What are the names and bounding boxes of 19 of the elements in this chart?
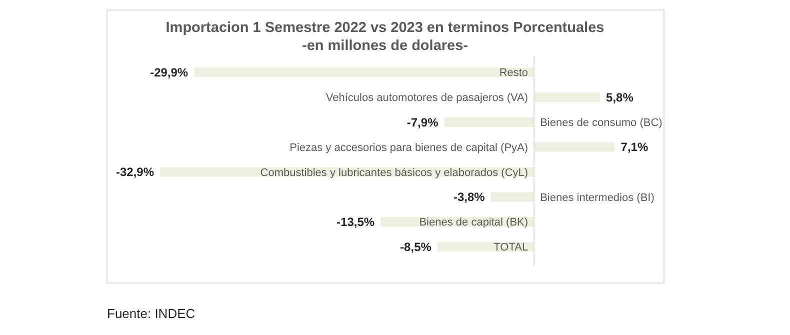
data-label: -3,8% [454, 190, 486, 204]
y-tick-label: Piezas y accesorios para bienes de capital (PyA) [290, 142, 528, 154]
data-label: -13,5% [336, 215, 375, 230]
chart-title: Importacion 1 Semestre 2022 vs 2023 en terminos Porcentuales [166, 20, 604, 36]
y-tick-label: TOTAL [494, 242, 528, 254]
data-label: -29,9% [150, 65, 188, 80]
y-tick-label: Combustibles y lubricantes básicos y elaborados (CyL) [260, 166, 528, 179]
y-tick-label: Bienes de capital (BK) [419, 216, 528, 229]
y-tick-label: Bienes intermedios (BI) [540, 192, 654, 204]
y-tick-label: Resto [499, 67, 528, 80]
chart-subtitle: -en millones de dolares- [302, 38, 468, 54]
data-label: -7,9% [406, 115, 439, 130]
data-label: -32,9% [116, 165, 154, 180]
data-label: 5,8% [606, 90, 634, 104]
data-label: -8,5% [400, 240, 432, 254]
y-tick-label: Vehículos automotores de pasajeros (VA) [326, 92, 528, 104]
source-note: Fuente: INDEC [107, 306, 196, 321]
data-label: 7,1% [620, 140, 648, 154]
y-tick-label: Bienes de consumo (BC) [540, 116, 662, 129]
